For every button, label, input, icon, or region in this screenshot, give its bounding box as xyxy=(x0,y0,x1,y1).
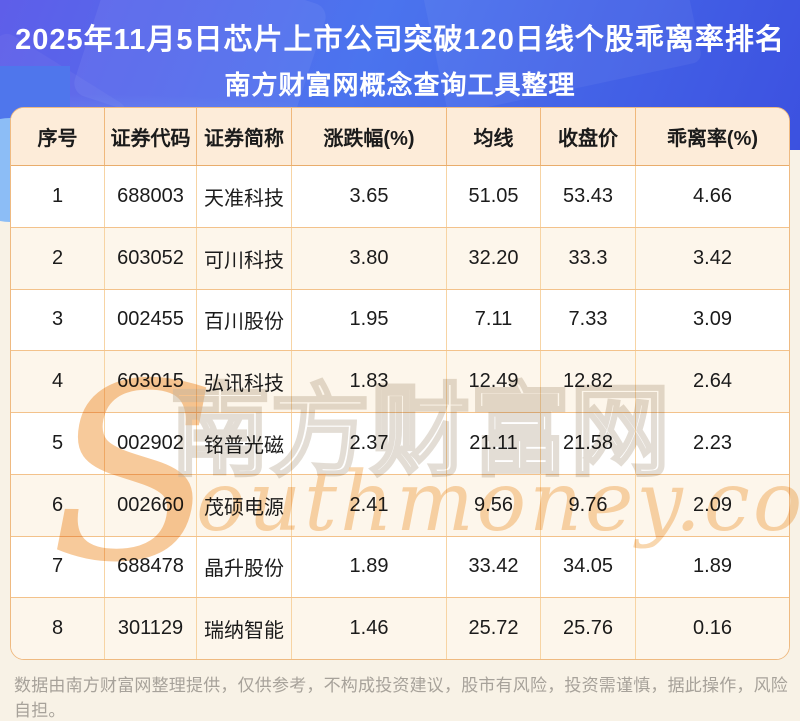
footer-disclaimer: 数据由南方财富网整理提供，仅供参考，不构成投资建议，股市有风险，投资需谨慎，据此… xyxy=(14,676,788,720)
table-row: 2 603052 可川科技 3.80 32.20 33.3 3.42 xyxy=(11,227,789,290)
table-cell: 12.49 xyxy=(447,351,541,412)
table-cell: 可川科技 xyxy=(197,227,292,289)
table-cell: 6 xyxy=(11,474,105,536)
table-row: 7 688478 晶升股份 1.89 33.42 34.05 1.89 xyxy=(11,536,789,599)
table-header-cell: 收盘价 xyxy=(541,108,636,165)
table-cell: 5 xyxy=(11,413,105,474)
table-cell: 301129 xyxy=(105,598,197,659)
table-cell: 1.46 xyxy=(292,598,447,659)
table-cell: 9.56 xyxy=(447,474,541,536)
table-cell: 1.83 xyxy=(292,351,447,412)
table-cell: 21.58 xyxy=(541,413,636,474)
table-cell: 9.76 xyxy=(541,474,636,536)
table-cell: 51.05 xyxy=(447,166,541,227)
table-row: 5 002902 铭普光磁 2.37 21.11 21.58 2.23 xyxy=(11,413,789,475)
table-cell: 21.11 xyxy=(447,413,541,474)
table-cell: 3.09 xyxy=(693,308,732,331)
table-cell: 铭普光磁 xyxy=(197,413,292,474)
table-cell: 4.66 xyxy=(693,184,732,207)
table-header-cell: 证券代码 xyxy=(105,108,197,165)
table-cell: 弘讯科技 xyxy=(197,351,292,412)
table-cell: 7.33 xyxy=(541,289,636,351)
table-header-cell: 序号 xyxy=(11,108,105,165)
table-cell: 688003 xyxy=(105,166,197,227)
table-cell: 002902 xyxy=(105,413,197,474)
page-title: 2025年11月5日芯片上市公司突破120日线个股乖离率排名 南方财富网概念查询… xyxy=(0,24,800,102)
table-cell: 2.09 xyxy=(693,493,732,516)
table-cell: 7 xyxy=(11,536,105,598)
table-header-cell: 证券简称 xyxy=(197,108,292,165)
table-cell: 25.72 xyxy=(447,598,541,659)
table-cell: 3.80 xyxy=(292,227,447,289)
table-cell: 53.43 xyxy=(541,166,636,227)
table-cell: 32.20 xyxy=(447,227,541,289)
table-cell: 603015 xyxy=(105,351,197,412)
table-cell: 002455 xyxy=(105,289,197,351)
table-cell: 天准科技 xyxy=(197,166,292,227)
table-cell: 33.42 xyxy=(447,536,541,598)
table-cell: 百川股份 xyxy=(197,289,292,351)
table-cell: 3 xyxy=(11,289,105,351)
table-cell: 1.89 xyxy=(693,555,732,578)
table-cell: 2.23 xyxy=(693,431,732,454)
table-cell: 8 xyxy=(11,598,105,659)
table-row: 1 688003 天准科技 3.65 51.05 53.43 4.66 xyxy=(11,166,789,228)
table-header-cell: 均线 xyxy=(447,108,541,165)
table-cell: 瑞纳智能 xyxy=(197,598,292,659)
table-cell: 2 xyxy=(11,227,105,289)
table-cell: 4 xyxy=(11,351,105,412)
table-cell: 2.41 xyxy=(292,474,447,536)
table-cell: 1.89 xyxy=(292,536,447,598)
table-cell: 1.95 xyxy=(292,289,447,351)
table-cell: 1 xyxy=(11,166,105,227)
table-row: 6 002660 茂硕电源 2.41 9.56 9.76 2.09 xyxy=(11,474,789,537)
table-cell: 3.42 xyxy=(693,246,732,269)
table-cell: 33.3 xyxy=(541,227,636,289)
table-cell: 34.05 xyxy=(541,536,636,598)
table-cell: 0.16 xyxy=(693,617,732,640)
table-header-cell: 涨跌幅(%) xyxy=(292,108,447,165)
page-title-line1: 2025年11月5日芯片上市公司突破120日线个股乖离率排名 xyxy=(15,24,785,56)
table-cell: 12.82 xyxy=(541,351,636,412)
table-row: 8 301129 瑞纳智能 1.46 25.72 25.76 0.16 xyxy=(11,598,789,659)
table-cell: 603052 xyxy=(105,227,197,289)
table-cell: 晶升股份 xyxy=(197,536,292,598)
table-cell: 7.11 xyxy=(447,289,541,351)
table-cell: 2.64 xyxy=(693,370,732,393)
table-body: 1 688003 天准科技 3.65 51.05 53.43 4.66 2 603052 可川科技… xyxy=(11,166,789,659)
table-cell: 25.76 xyxy=(541,598,636,659)
table-cell: 688478 xyxy=(105,536,197,598)
table-cell: 茂硕电源 xyxy=(197,474,292,536)
ranking-table: 序号 证券代码 证券简称 涨跌幅(%) 均线 收盘价 乖离率(%) 1 688003 天准科技 3… xyxy=(10,107,790,660)
table-header-cell: 乖离率(%) xyxy=(666,128,759,150)
table-cell: 3.65 xyxy=(292,166,447,227)
table-row: 3 002455 百川股份 1.95 7.11 7.33 3.09 xyxy=(11,289,789,352)
table-cell: 002660 xyxy=(105,474,197,536)
page-title-line2: 南方财富网概念查询工具整理 xyxy=(224,70,576,101)
table-cell: 2.37 xyxy=(292,413,447,474)
table-row: 4 603015 弘讯科技 1.83 12.49 12.82 2.64 xyxy=(11,351,789,413)
table-header-row: 序号 证券代码 证券简称 涨跌幅(%) 均线 收盘价 乖离率(%) xyxy=(11,108,789,166)
